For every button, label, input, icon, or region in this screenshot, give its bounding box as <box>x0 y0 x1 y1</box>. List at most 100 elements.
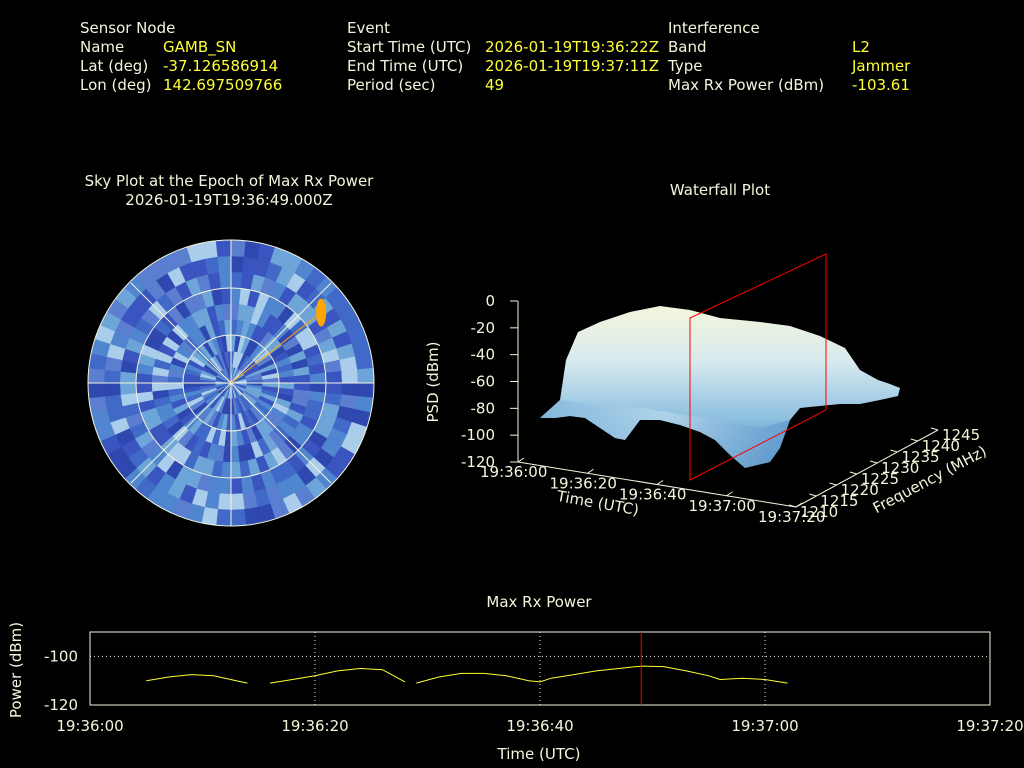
waterfall-marker-plane <box>689 253 827 481</box>
type-label: Type <box>668 57 703 75</box>
sky-cell <box>88 367 105 384</box>
waterfall-x-tick-label: 19:37:20 <box>758 508 825 526</box>
waterfall-x-tick <box>656 480 664 485</box>
end-time-value: 2026-01-19T19:37:11Z <box>485 57 659 75</box>
waterfall-y-axis <box>795 429 939 508</box>
sky-cell <box>230 493 245 511</box>
power-trace-segment <box>146 674 248 684</box>
waterfall-zlabel: PSD (dBm) <box>424 341 442 422</box>
waterfall-marker-frame <box>689 253 827 481</box>
lat-label: Lat (deg) <box>80 57 149 75</box>
waterfall-y-tick-label: 1210 <box>800 503 838 521</box>
waterfall-y-tick <box>849 471 857 475</box>
sky-cell <box>217 255 232 273</box>
sky-hotspot-blob <box>316 298 327 327</box>
band-value: L2 <box>852 38 870 56</box>
waterfall-z-tick-label: -120 <box>461 453 495 471</box>
sky-cell <box>341 382 359 397</box>
waterfall-y-tick <box>930 427 939 431</box>
sky-cell <box>357 367 374 384</box>
sky-hotspot <box>230 298 327 384</box>
power-ylabel: Power (dBm) <box>7 622 25 718</box>
waterfall-x-tick <box>517 457 525 463</box>
sky-cell <box>222 303 232 321</box>
waterfall-y-tick-label: 1215 <box>820 492 858 510</box>
sky-plot-title: Sky Plot at the Epoch of Max Rx Power <box>85 172 375 190</box>
waterfall-z-tick-label: -60 <box>471 373 496 391</box>
name-value: GAMB_SN <box>163 38 237 56</box>
waterfall-surface-front <box>540 400 790 468</box>
sky-cell <box>119 382 137 395</box>
waterfall-y-tick <box>890 449 898 453</box>
waterfall-x-tick <box>795 502 803 508</box>
sky-cell <box>215 240 232 257</box>
waterfall-x-tick-label: 19:37:00 <box>689 497 756 515</box>
waterfall-y-tick-label: 1230 <box>881 459 919 477</box>
power-x-tick-label: 19:37:00 <box>731 717 798 735</box>
type-value: Jammer <box>852 57 911 75</box>
sky-cell <box>119 371 137 384</box>
waterfall-z-tick-label: 0 <box>485 292 495 310</box>
band-label: Band <box>668 38 707 56</box>
waterfall-x-tick-label: 19:36:20 <box>550 474 617 492</box>
sensor-node-heading: Sensor Node <box>80 19 176 37</box>
power-x-tick-label: 19:37:20 <box>956 717 1023 735</box>
power-y-tick-label: -120 <box>44 696 78 714</box>
waterfall-y-tick <box>870 460 878 464</box>
waterfall-x-tick-label: 19:36:00 <box>480 463 547 481</box>
waterfall-y-tick-label: 1245 <box>942 426 980 444</box>
sky-cell <box>230 240 247 257</box>
power-trace <box>146 665 788 684</box>
sky-cell <box>151 382 169 392</box>
sky-cell <box>230 461 242 479</box>
power-y-tick-label: -100 <box>44 647 78 665</box>
name-label: Name <box>80 38 125 56</box>
sky-cell <box>215 509 232 526</box>
power-trace-segment <box>416 665 788 684</box>
sky-cell <box>230 477 243 495</box>
sky-cell <box>341 369 359 384</box>
waterfall-y-tick-label: 1225 <box>861 470 899 488</box>
max-rx-power-label: Max Rx Power (dBm) <box>668 76 825 94</box>
waterfall-z-ticks: 0 -20 -40 -60 -80 -100 -120 <box>461 292 518 471</box>
waterfall-x-tick <box>587 468 594 474</box>
period-label: Period (sec) <box>347 76 436 94</box>
sky-cell <box>217 493 232 511</box>
waterfall-y-tick <box>829 482 837 486</box>
sky-cell <box>88 382 105 399</box>
power-grid <box>90 632 990 705</box>
sky-cell <box>293 374 311 384</box>
waterfall-z-tick-label: -100 <box>461 426 495 444</box>
power-xlabel: Time (UTC) <box>497 745 581 763</box>
sky-cell <box>220 287 232 305</box>
start-time-value: 2026-01-19T19:36:22Z <box>485 38 659 56</box>
power-x-ticks: 19:36:00 19:36:20 19:36:40 19:37:00 19:37:20 <box>56 717 1023 735</box>
sky-cell <box>219 271 232 289</box>
power-x-tick-label: 19:36:20 <box>281 717 348 735</box>
power-title: Max Rx Power <box>486 593 592 611</box>
sky-cell <box>103 369 121 384</box>
waterfall-y-tick-label: 1220 <box>841 481 879 499</box>
waterfall-y-tick <box>809 493 817 497</box>
sky-cell <box>357 382 374 399</box>
waterfall-title: Waterfall Plot <box>670 181 770 199</box>
sky-cell <box>230 255 245 273</box>
waterfall-y-tick <box>910 438 918 442</box>
sky-cell <box>309 372 327 384</box>
sky-cell <box>219 477 232 495</box>
sky-cell <box>230 445 240 463</box>
waterfall-surface <box>540 306 900 468</box>
max-rx-power-value: -103.61 <box>852 76 910 94</box>
power-y-ticks: -100 -120 <box>44 647 78 714</box>
waterfall-z-tick-label: -80 <box>471 399 496 417</box>
waterfall-z-tick-label: -40 <box>471 346 496 364</box>
waterfall-x-tick <box>726 491 733 497</box>
sky-hotspot-ray <box>230 312 322 384</box>
sky-cell <box>230 271 243 289</box>
waterfall-x-tick-label: 19:36:40 <box>619 486 686 504</box>
waterfall-y-tick <box>788 504 797 508</box>
waterfall-y-tick-label: 1235 <box>901 448 939 466</box>
